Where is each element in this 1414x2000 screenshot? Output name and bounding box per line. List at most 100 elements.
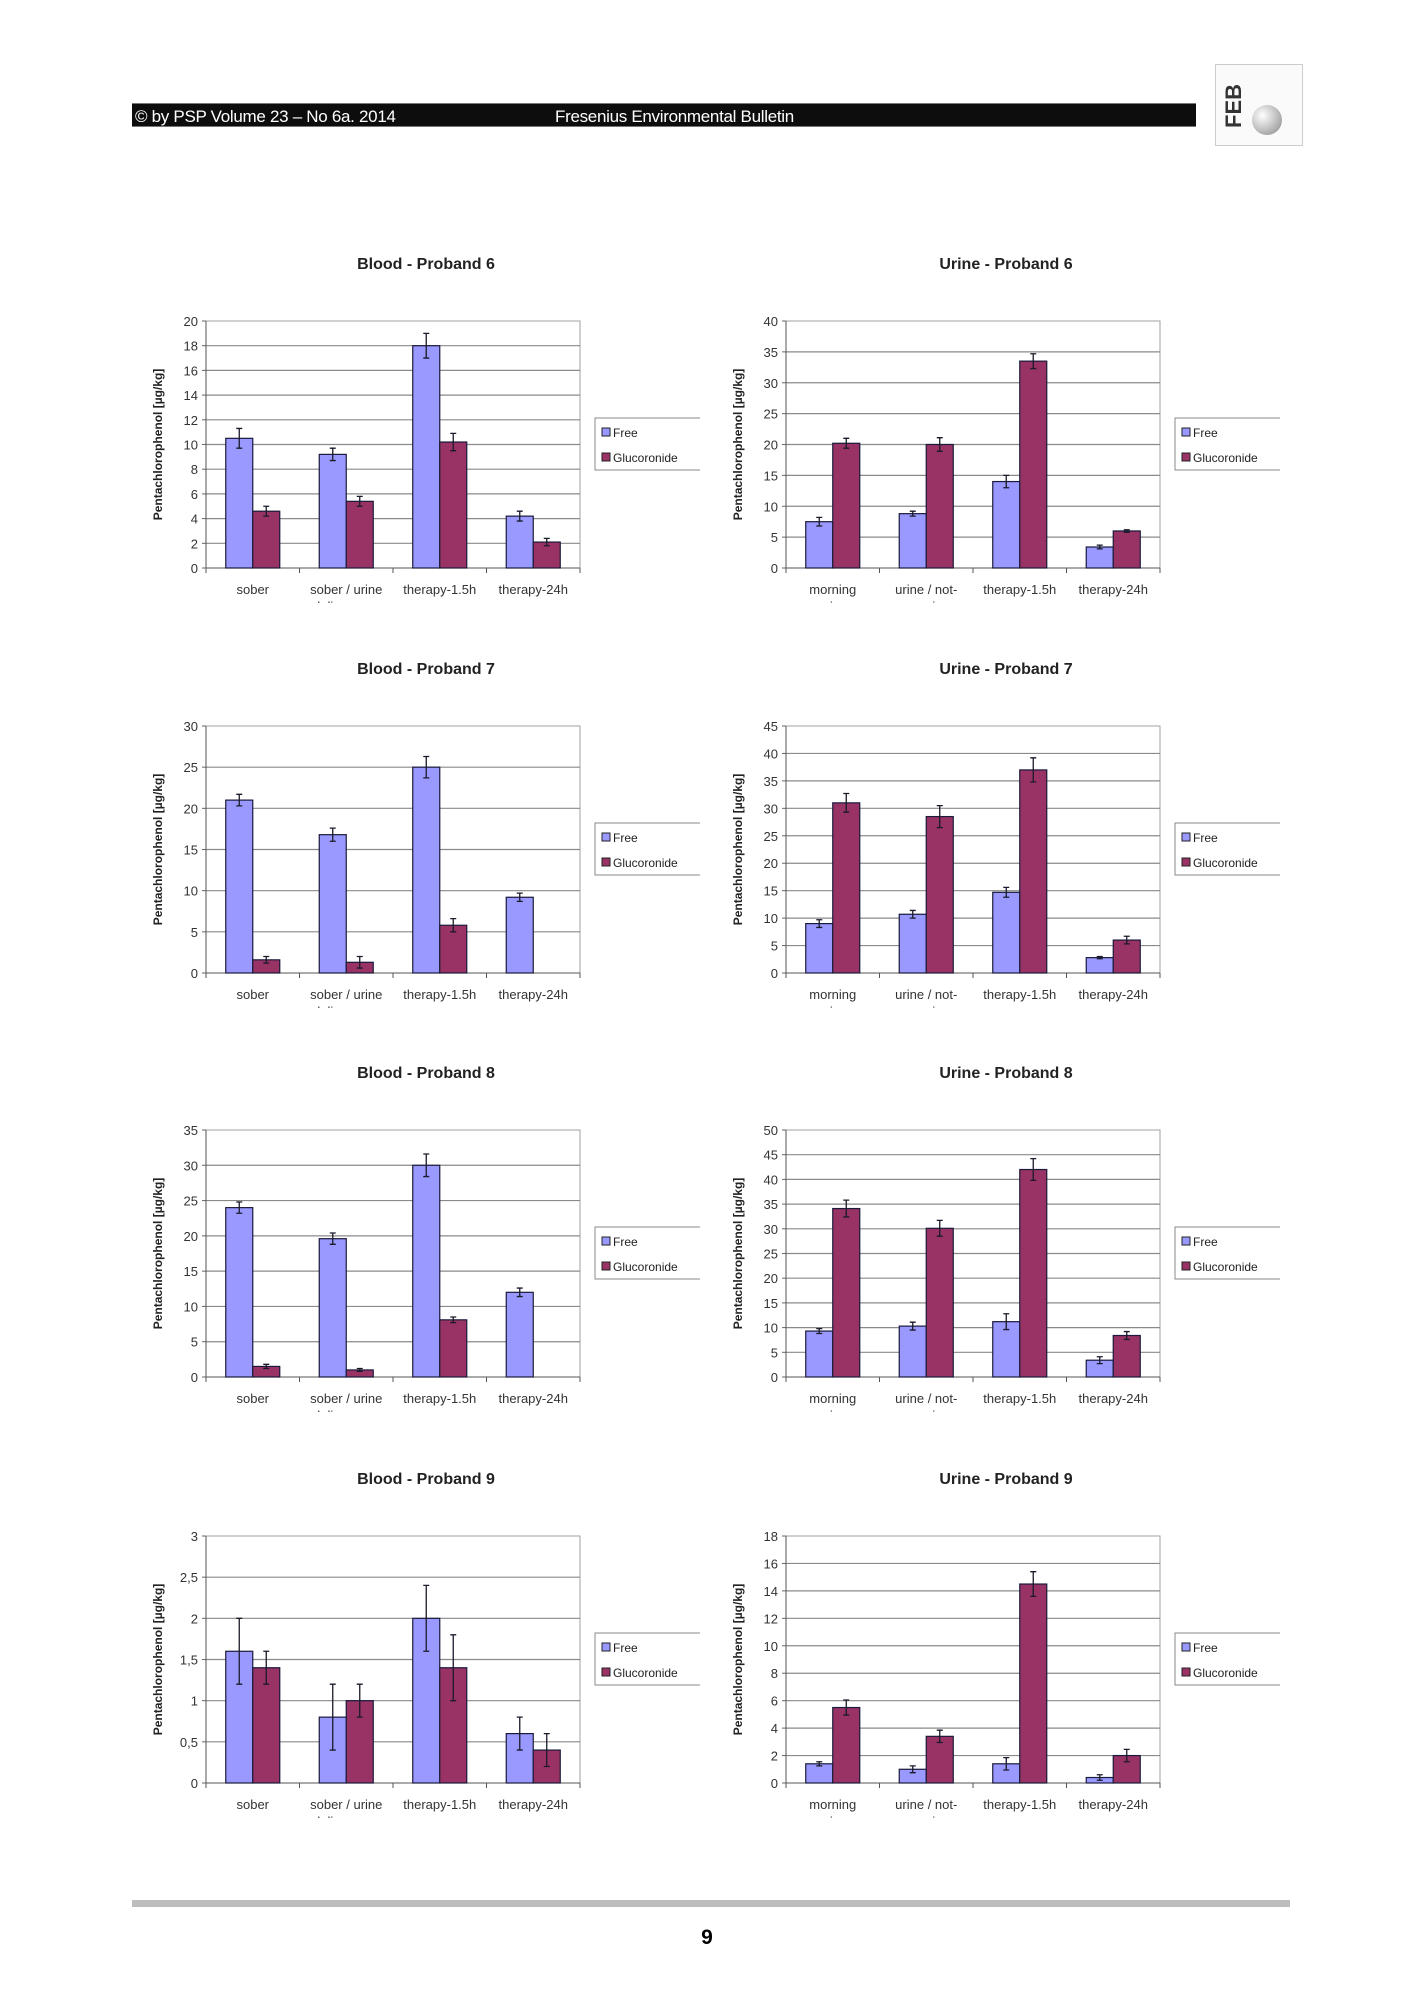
y-tick-label: 45 (764, 1148, 778, 1163)
y-tick-label: 20 (184, 1229, 198, 1244)
bar-free (898, 913, 927, 974)
error-bar (936, 437, 943, 452)
error-bar (236, 1201, 243, 1214)
x-category-label: morning (903, 599, 950, 603)
y-tick-label: 15 (764, 1296, 778, 1311)
logo-sphere-icon (1252, 105, 1282, 135)
bar-glucoronide (1019, 1583, 1048, 1784)
legend-label-free: Free (613, 426, 638, 440)
legend-swatch-glucoronide (601, 1261, 611, 1271)
x-category-label: morning (903, 1814, 950, 1818)
chart-title: Urine - Proband 6 (939, 256, 1072, 273)
error-bar (1030, 353, 1037, 370)
y-tick-label: 8 (191, 462, 198, 477)
y-tick-label: 25 (764, 1247, 778, 1262)
legend-label-glucoronide: Glucoronide (1193, 1666, 1258, 1680)
x-category-label: urine (818, 1408, 847, 1412)
y-tick-label: 10 (764, 1321, 778, 1336)
y-tick-label: 0 (191, 1776, 198, 1791)
legend-label-free: Free (1193, 426, 1218, 440)
error-bar (1123, 529, 1130, 533)
y-tick-label: 40 (764, 1172, 778, 1187)
legend-label-glucoronide: Glucoronide (613, 1666, 678, 1680)
y-tick-label: 15 (764, 468, 778, 483)
x-category-label: morning (809, 582, 856, 597)
y-tick-label: 1,5 (180, 1653, 198, 1668)
error-bar (236, 793, 243, 807)
y-tick-label: 20 (184, 314, 198, 329)
x-category-label: therapy-24h (1079, 1797, 1148, 1812)
error-bar (1003, 886, 1010, 898)
error-bar (516, 892, 523, 903)
error-bar (423, 1153, 430, 1178)
feb-logo-text: FEB (1221, 84, 1246, 128)
y-tick-label: 30 (764, 801, 778, 816)
y-tick-label: 40 (764, 314, 778, 329)
legend-label-free: Free (613, 831, 638, 845)
x-category-label: sober / urine (310, 1391, 382, 1406)
legend-box (594, 417, 700, 471)
y-tick-label: 0 (191, 1370, 198, 1385)
error-bar (263, 1363, 270, 1370)
y-tick-label: 16 (184, 363, 198, 378)
chart-title: Urine - Proband 8 (939, 1065, 1072, 1082)
bar-free (412, 345, 441, 569)
legend-swatch-glucoronide (1181, 857, 1191, 867)
header-volume-text: © by PSP Volume 23 – No 6a. 2014 (135, 107, 396, 126)
y-tick-label: 14 (184, 388, 198, 403)
error-bar (450, 432, 457, 452)
y-tick-label: 2 (191, 536, 198, 551)
error-bar (236, 427, 243, 449)
bar-free (412, 766, 441, 974)
error-bar (1030, 757, 1037, 783)
chart-urine-proband-9: Urine - Proband 9 0 2 4 6 8 10 12 14 16 18 Pentachl… (720, 1458, 1280, 1818)
error-bar (516, 510, 523, 522)
y-tick-label: 30 (184, 1158, 198, 1173)
y-tick-label: 12 (184, 413, 198, 428)
legend-swatch-free (601, 832, 611, 842)
y-tick-label: 50 (764, 1123, 778, 1138)
error-bar (1003, 474, 1010, 489)
legend-swatch-glucoronide (601, 452, 611, 462)
y-tick-label: 35 (764, 345, 778, 360)
y-tick-label: 30 (764, 376, 778, 391)
error-bar (450, 918, 457, 933)
error-bar (329, 1683, 336, 1751)
bar-glucoronide (1019, 360, 1048, 569)
x-category-label: therapy-1.5h (983, 1391, 1056, 1406)
y-tick-label: 5 (771, 939, 778, 954)
error-bar (356, 955, 363, 969)
error-bar (450, 1634, 457, 1702)
legend-box (594, 1632, 700, 1686)
y-tick-label: 35 (764, 774, 778, 789)
bar-glucoronide (832, 1706, 861, 1784)
bar-chart: Urine - Proband 9 0 2 4 6 8 10 12 14 16 18 Pentachl… (731, 1471, 1280, 1818)
y-tick-label: 0 (191, 561, 198, 576)
x-category-label: therapy-1.5h (403, 582, 476, 597)
x-category-label: sober (236, 987, 269, 1002)
x-category-label: urine (818, 599, 847, 603)
y-tick-label: 0 (771, 561, 778, 576)
y-tick-label: 3 (191, 1529, 198, 1544)
legend-box (1174, 1632, 1280, 1686)
bar-chart: Blood - Proband 6 0 2 4 6 8 10 12 14 16 18 20 Pentac… (151, 256, 700, 603)
error-bar (356, 495, 363, 507)
chart-title: Blood - Proband 9 (357, 1471, 495, 1488)
y-tick-label: 5 (771, 530, 778, 545)
x-category-label: urine / not- (895, 1797, 957, 1812)
x-category-label: urine / not- (895, 987, 957, 1002)
y-tick-label: 15 (184, 843, 198, 858)
bar-free (505, 1291, 534, 1378)
x-category-label: sober (236, 1797, 269, 1812)
chart-title: Urine - Proband 7 (939, 661, 1072, 678)
error-bar (936, 804, 943, 829)
error-bar (329, 827, 336, 842)
bar-glucoronide (252, 1667, 281, 1784)
error-bar (1003, 1313, 1010, 1331)
x-category-label: morning (903, 1408, 950, 1412)
page-number: 9 (701, 1926, 713, 1949)
error-bar (356, 1367, 363, 1373)
error-bar (1030, 1571, 1037, 1598)
legend-label-free: Free (1193, 1641, 1218, 1655)
legend-box (1174, 1226, 1280, 1280)
